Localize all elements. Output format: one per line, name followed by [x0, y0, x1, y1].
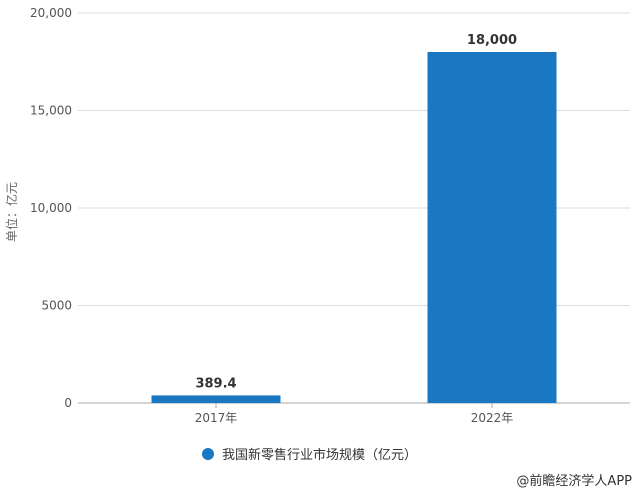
data-label: 18,000 [467, 33, 517, 48]
x-tick-label: 2022年 [471, 411, 514, 425]
y-axis-label: 单位：亿元 [4, 182, 19, 242]
x-tick-label: 2017年 [195, 411, 238, 425]
y-tick-label: 15,000 [30, 104, 72, 118]
legend-label: 我国新零售行业市场规模（亿元） [222, 448, 418, 463]
legend-marker [202, 447, 214, 460]
bar [151, 395, 281, 403]
source-credit: @前瞻经济学人APP [516, 474, 632, 489]
data-label: 389.4 [195, 376, 236, 391]
bar [427, 52, 557, 403]
y-tick-label: 5000 [41, 299, 72, 313]
y-tick-label: 20,000 [30, 6, 72, 20]
y-tick-label: 0 [64, 396, 72, 410]
y-tick-label: 10,000 [30, 201, 72, 215]
legend: 我国新零售行业市场规模（亿元） [202, 444, 417, 463]
